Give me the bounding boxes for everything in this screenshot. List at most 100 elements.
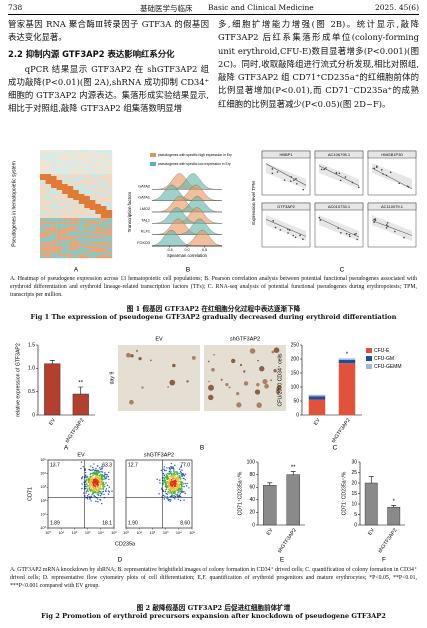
heatmap-cell xyxy=(78,250,85,253)
heatmap-cell xyxy=(95,212,102,215)
event xyxy=(165,473,167,476)
event xyxy=(100,491,102,494)
event xyxy=(174,487,176,490)
colony xyxy=(228,386,231,389)
event xyxy=(174,477,177,479)
heatmap-cell xyxy=(95,228,102,231)
heatmap-cell xyxy=(56,216,63,219)
heatmap-cell xyxy=(100,220,107,223)
heatmap-cell xyxy=(95,180,102,183)
heatmap-cell xyxy=(45,238,52,241)
heatmap-cell xyxy=(73,166,79,169)
heatmap-cell xyxy=(84,174,91,177)
dot xyxy=(276,171,279,173)
heatmap-cell xyxy=(45,204,52,207)
event xyxy=(167,481,169,483)
heatmap-cell xyxy=(45,196,52,199)
x-tick-label: EV xyxy=(313,417,322,427)
heatmap-cell xyxy=(40,252,46,255)
heatmap-cell xyxy=(45,216,52,219)
heatmap-cell xyxy=(51,234,57,237)
event xyxy=(91,472,94,475)
heatmap-cell xyxy=(73,170,79,173)
heatmap-cell xyxy=(89,170,96,173)
event xyxy=(93,471,96,474)
event xyxy=(91,490,94,492)
heatmap-cell xyxy=(67,248,74,251)
event xyxy=(168,473,170,475)
dot xyxy=(302,238,304,240)
heatmap-cell xyxy=(51,152,57,155)
event xyxy=(177,498,180,500)
heatmap-cell xyxy=(40,162,46,165)
heatmap-cell xyxy=(84,178,91,181)
y-tick-label: 10 xyxy=(351,501,357,507)
heatmap-cell xyxy=(95,182,102,185)
y-tick-label: 10¹ xyxy=(41,512,47,516)
heatmap-cell xyxy=(106,250,113,253)
heatmap-cell xyxy=(84,206,91,209)
event xyxy=(99,467,101,469)
heatmap-cell xyxy=(84,160,91,163)
heatmap-cell xyxy=(89,240,96,243)
heatmap-cell xyxy=(62,256,68,259)
event xyxy=(94,487,96,490)
heatmap-cell xyxy=(95,158,102,161)
x-tick-label: 10¹ xyxy=(58,531,64,535)
event xyxy=(169,499,171,501)
event xyxy=(177,476,179,478)
dot xyxy=(380,169,383,171)
heatmap-cell xyxy=(95,256,102,259)
heatmap-cell xyxy=(67,224,74,227)
event xyxy=(174,464,176,467)
event xyxy=(180,483,183,485)
heatmap-cell xyxy=(84,246,91,249)
heatmap-cell xyxy=(95,156,102,159)
heatmap-cell xyxy=(62,212,68,215)
heatmap-cell xyxy=(84,170,91,173)
dot xyxy=(373,167,376,170)
heatmap-cell xyxy=(67,166,74,169)
event xyxy=(84,495,86,497)
heatmap-cell xyxy=(106,238,113,241)
colony xyxy=(172,363,176,368)
event xyxy=(176,474,178,476)
event xyxy=(170,499,172,501)
heatmap-cell xyxy=(67,228,74,231)
event xyxy=(159,479,161,481)
heatmap-cell xyxy=(100,178,107,181)
y-tick-label: 0 xyxy=(354,522,357,528)
heatmap-cell xyxy=(73,178,79,181)
heatmap-cell xyxy=(45,208,52,211)
panel-label: B xyxy=(186,267,190,274)
event xyxy=(182,474,185,476)
event xyxy=(180,473,182,475)
heatmap-cell xyxy=(84,204,91,207)
heatmap-cell xyxy=(45,246,52,249)
colony xyxy=(243,381,249,386)
heatmap-cell xyxy=(95,168,102,171)
heatmap-cell xyxy=(56,232,63,235)
event xyxy=(101,479,104,481)
event xyxy=(165,486,167,488)
dot xyxy=(356,238,358,241)
event xyxy=(96,472,98,475)
event xyxy=(176,495,179,498)
heatmap-cell xyxy=(51,160,57,163)
heatmap-cell xyxy=(73,244,79,247)
event xyxy=(98,492,100,494)
heatmap-cell xyxy=(45,200,52,203)
dot xyxy=(295,177,297,180)
heatmap-cell xyxy=(100,172,107,175)
heatmap-cell xyxy=(45,214,52,217)
heatmap-cell xyxy=(89,162,96,165)
heatmap-cell xyxy=(67,252,74,255)
heatmap-cell xyxy=(56,220,63,223)
colony xyxy=(130,354,134,358)
event xyxy=(170,474,173,476)
heatmap-cell xyxy=(56,180,63,183)
heatmap-cell xyxy=(51,172,57,175)
event xyxy=(97,470,100,473)
event xyxy=(172,466,174,468)
event xyxy=(180,475,182,477)
